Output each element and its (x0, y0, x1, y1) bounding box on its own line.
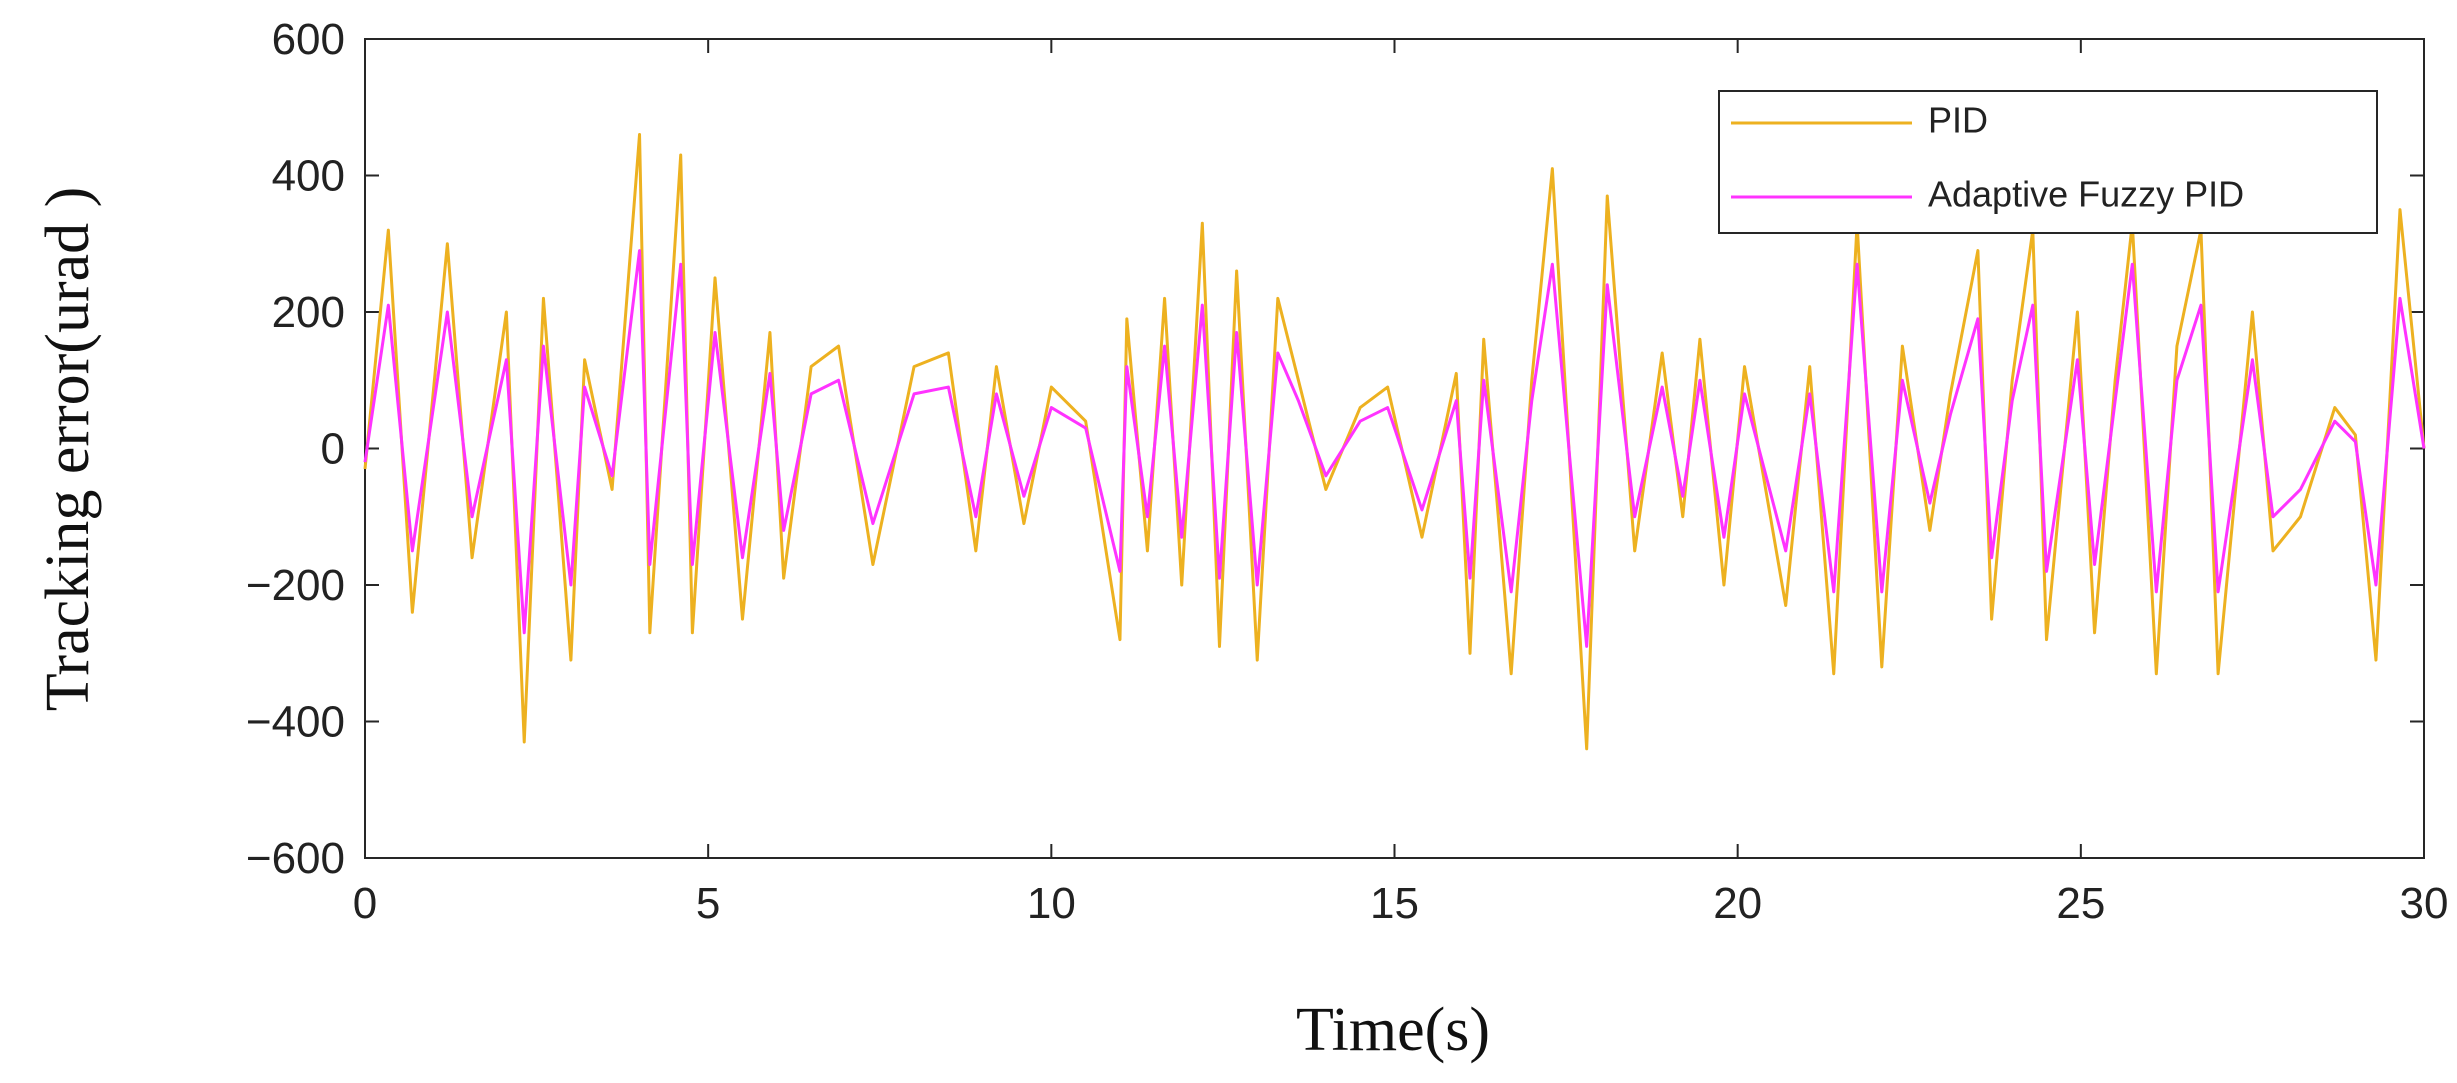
y-tick-label: −400 (246, 698, 345, 747)
x-tick-label: 15 (1370, 879, 1419, 928)
x-tick-label: 25 (2056, 879, 2105, 928)
legend-label: Adaptive Fuzzy PID (1928, 174, 2244, 215)
y-tick-label: 400 (272, 152, 345, 201)
y-tick-label: 200 (272, 288, 345, 337)
y-axis-label: Tracking error(urad ) (34, 187, 102, 712)
line-series (363, 133, 2426, 751)
y-tick-label: −200 (246, 561, 345, 610)
x-axis-label: Time(s) (1296, 996, 1490, 1064)
line-series (363, 249, 2426, 648)
legend-box (1718, 90, 2378, 234)
y-tick-label: 600 (272, 15, 345, 64)
x-tick-label: 30 (2400, 879, 2449, 928)
legend-label: PID (1928, 100, 1988, 141)
x-tick-label: 10 (1027, 879, 1076, 928)
x-tick-label: 5 (696, 879, 720, 928)
y-tick-label: 0 (321, 425, 345, 474)
x-tick-label: 0 (353, 879, 377, 928)
y-tick-label: −600 (246, 834, 345, 883)
x-tick-label: 20 (1713, 879, 1762, 928)
